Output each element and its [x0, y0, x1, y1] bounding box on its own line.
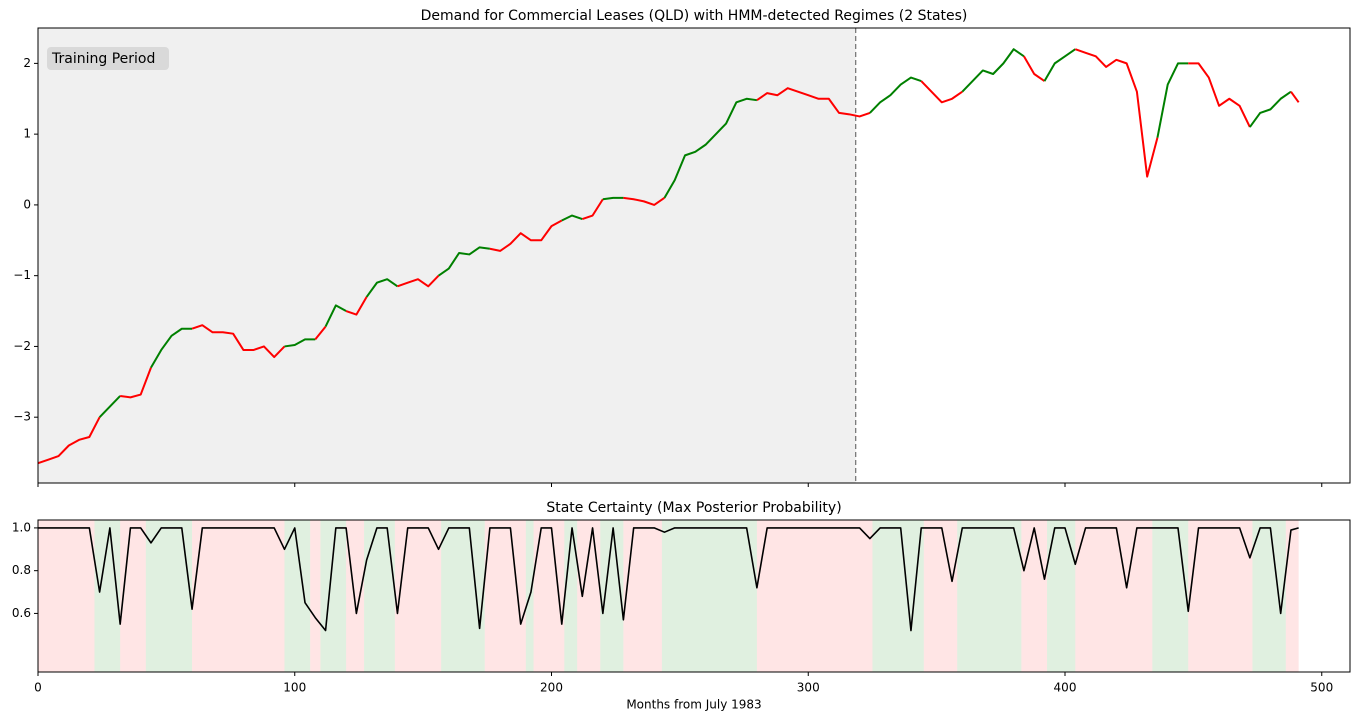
data-line — [120, 367, 152, 399]
data-line — [602, 196, 624, 201]
regime-shade — [1021, 520, 1048, 672]
regime-shade — [484, 520, 526, 672]
regime-shade — [661, 520, 757, 672]
data-line — [1043, 48, 1076, 82]
training-shade — [38, 28, 856, 483]
data-line — [437, 246, 491, 277]
y-tick-label: −2 — [13, 339, 31, 353]
data-line — [1023, 55, 1046, 82]
plot-frame — [37, 519, 1351, 673]
x-tick-label: 100 — [283, 681, 306, 695]
data-line — [1290, 91, 1300, 103]
regime-shade — [577, 520, 601, 672]
data-line — [191, 324, 286, 359]
regime-shade — [364, 520, 395, 672]
y-tick-label: 1.0 — [12, 520, 31, 534]
regime-shade — [1252, 520, 1286, 672]
data-line — [1249, 90, 1292, 128]
data-line — [623, 196, 666, 206]
data-line — [37, 416, 101, 465]
regime-shade — [623, 520, 662, 672]
regime-shade — [1152, 520, 1189, 672]
regime-shade — [923, 520, 958, 672]
data-line — [345, 296, 368, 316]
data-line — [756, 87, 871, 118]
plot-frame — [37, 27, 1351, 484]
data-line — [150, 327, 193, 369]
regime-shade — [564, 520, 578, 672]
x-tick-label: 200 — [540, 681, 563, 695]
regime-shade — [957, 520, 1022, 672]
data-line — [561, 214, 583, 222]
x-tick-label: 0 — [34, 681, 42, 695]
regime-shade — [872, 520, 924, 672]
data-line — [1074, 48, 1159, 178]
regime-shade — [346, 520, 365, 672]
data-line — [284, 338, 316, 348]
data-line — [1188, 62, 1251, 128]
data-line — [920, 80, 963, 104]
regime-shade — [192, 520, 285, 672]
x-tick-label: 500 — [1310, 681, 1333, 695]
data-line — [397, 274, 440, 288]
regime-shade — [1285, 520, 1299, 672]
data-line — [324, 304, 347, 328]
data-line — [869, 76, 922, 114]
regime-shade — [1188, 520, 1253, 672]
regime-shade — [120, 520, 146, 672]
regime-shade — [756, 520, 873, 672]
data-line — [98, 395, 121, 418]
data-line — [38, 527, 1299, 632]
y-tick-label: 2 — [23, 56, 31, 70]
annotation-box — [47, 47, 169, 70]
data-line — [314, 325, 327, 340]
data-line — [581, 198, 604, 221]
chart-title: State Certainty (Max Posterior Probabili… — [546, 500, 841, 516]
regime-shade — [1075, 520, 1153, 672]
y-tick-label: 0.6 — [12, 606, 31, 620]
data-line — [365, 278, 399, 298]
y-tick-label: −1 — [13, 268, 31, 282]
chart-title: Demand for Commercial Leases (QLD) with … — [421, 8, 968, 24]
regime-shade — [441, 520, 485, 672]
y-tick-label: 1 — [23, 127, 31, 141]
data-line — [663, 97, 758, 199]
regime-shade — [320, 520, 347, 672]
y-tick-label: 0 — [23, 197, 31, 211]
regime-shade — [600, 520, 624, 672]
regime-shade — [394, 520, 442, 672]
x-tick-label: 400 — [1054, 681, 1077, 695]
y-tick-label: −3 — [13, 410, 31, 424]
y-tick-label: 0.8 — [12, 563, 31, 577]
x-axis-label: Months from July 1983 — [626, 698, 761, 712]
x-tick-label: 300 — [797, 681, 820, 695]
data-line — [489, 219, 563, 252]
regime-shade — [145, 520, 193, 672]
data-line — [1156, 62, 1189, 138]
regime-shade — [310, 520, 321, 672]
regime-shade — [38, 520, 95, 672]
annotation: Training Period — [51, 51, 155, 67]
data-line — [961, 48, 1025, 93]
